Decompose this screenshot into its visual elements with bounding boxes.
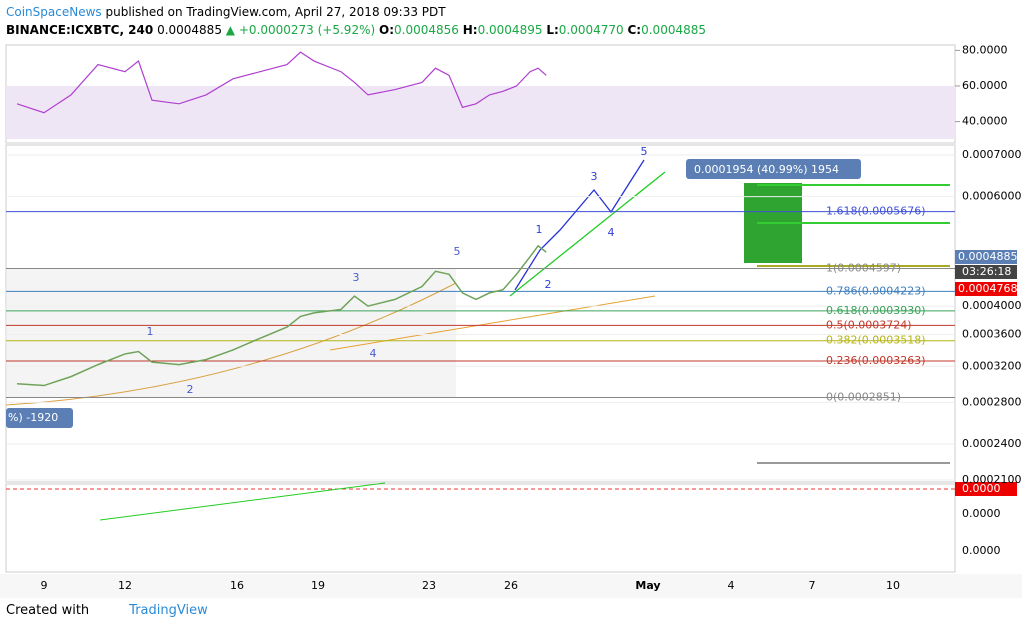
wave-label: 5: [641, 145, 648, 158]
badge-bg: [955, 265, 1017, 279]
range-box: [6, 268, 456, 398]
badge-bg: [955, 250, 1017, 264]
footer: Created with TradingView: [6, 603, 208, 618]
last: 0.0004885: [157, 23, 222, 37]
price-line: [16, 244, 547, 387]
spacer: [0, 0, 1022, 42]
x-tick-label: 12: [118, 579, 132, 592]
l: 0.0004770: [558, 23, 624, 37]
fib-label: 0.5(0.0003724): [826, 318, 912, 331]
fib-label: 1.618(0.0005676): [826, 205, 926, 218]
wave-label: 1: [147, 325, 154, 338]
header: CoinSpaceNews published on TradingView.c…: [6, 5, 707, 37]
author[interactable]: CoinSpaceNews: [6, 5, 102, 19]
volume-badge: [6, 408, 73, 428]
c-label: C:: [627, 23, 642, 37]
badge-macd: 0.0000: [962, 482, 1001, 495]
x-tick-label: 7: [809, 579, 816, 592]
symbol: BINANCE:ICXBTC, 240: [6, 23, 154, 37]
rsi-tick-label: 80.0000: [962, 43, 1008, 56]
rsi-line: [16, 51, 547, 114]
x-tick-label: 23: [422, 579, 436, 592]
measure-label-bg: [686, 159, 861, 179]
badge-bg: [955, 482, 1017, 496]
time-axis: [0, 574, 1022, 598]
published: published on TradingView.com, April 27, …: [105, 5, 446, 19]
rsi-band: [6, 86, 955, 139]
x-tick-label: May: [635, 579, 660, 592]
c: 0.0004885: [641, 23, 707, 37]
y-tick-label: 0.0003200: [962, 359, 1022, 372]
o-label: O:: [379, 23, 394, 37]
h-label: H:: [462, 23, 478, 37]
fib-label: 0.786(0.0004223): [826, 284, 926, 297]
x-tick-label: 4: [728, 579, 735, 592]
badge-timer: 03:26:18: [962, 265, 1011, 278]
y-tick-label: 0.0002400: [962, 437, 1022, 450]
fib-label: 0(0.0002851): [826, 390, 901, 403]
macd-tick: 0.0000: [962, 507, 1001, 520]
macd-tick: 0.0000: [962, 544, 1001, 557]
fib-label: 0.236(0.0003263): [826, 354, 926, 367]
wave-label: 3: [591, 170, 598, 183]
y-tick-label: 0.0002800: [962, 395, 1022, 408]
y-tick-label: 0.0002100: [962, 473, 1022, 486]
volume-label: %) -1920: [8, 411, 58, 424]
fib-label: 0.382(0.0003518): [826, 334, 926, 347]
rsi-tick-label: 40.0000: [962, 115, 1008, 128]
x-tick-label: 26: [504, 579, 518, 592]
wave-label: 4: [370, 347, 377, 360]
created: Created with: [6, 603, 90, 618]
h: 0.0004895: [477, 23, 543, 37]
x-tick-label: 10: [886, 579, 900, 592]
change: +0.0000273 (+5.92%): [238, 23, 376, 37]
divergence: [99, 482, 386, 521]
wave-path: [514, 159, 645, 291]
badge-bg: [955, 282, 1017, 296]
badge-last: 0.0004885: [958, 250, 1018, 263]
wave-label: 1: [536, 223, 543, 236]
wave-label: 5: [454, 245, 461, 258]
y-tick-label: 0.0006000: [962, 190, 1022, 203]
y-tick-label: 0.0003600: [962, 328, 1022, 341]
y-tick-label: 0.0004000: [962, 299, 1022, 312]
y-tick-label: 0.0007000: [962, 148, 1022, 161]
o: 0.0004856: [394, 23, 459, 37]
macd-pane: [5, 483, 956, 573]
brand[interactable]: TradingView: [129, 603, 208, 618]
wave-label: 3: [353, 271, 360, 284]
trendline: [509, 171, 666, 297]
chart: 0.0001954 (40.99%) 1954 %) -1920 0.00048…: [0, 0, 1022, 598]
measure-label: 0.0001954 (40.99%) 1954: [694, 163, 839, 176]
wave-label: 2: [187, 383, 194, 396]
x-tick-label: 16: [230, 579, 244, 592]
fib-label: 1(0.0004597): [826, 262, 901, 275]
fib-label: 0.618(0.0003930): [826, 304, 926, 317]
x-tick-label: 9: [41, 579, 48, 592]
badge-low: 0.0004768: [958, 282, 1018, 295]
wave-label: 4: [608, 226, 615, 239]
x-tick-label: 19: [311, 579, 325, 592]
wave-label: 2: [545, 278, 552, 291]
l-label: L:: [546, 23, 559, 37]
rsi-tick-label: 60.0000: [962, 79, 1008, 92]
